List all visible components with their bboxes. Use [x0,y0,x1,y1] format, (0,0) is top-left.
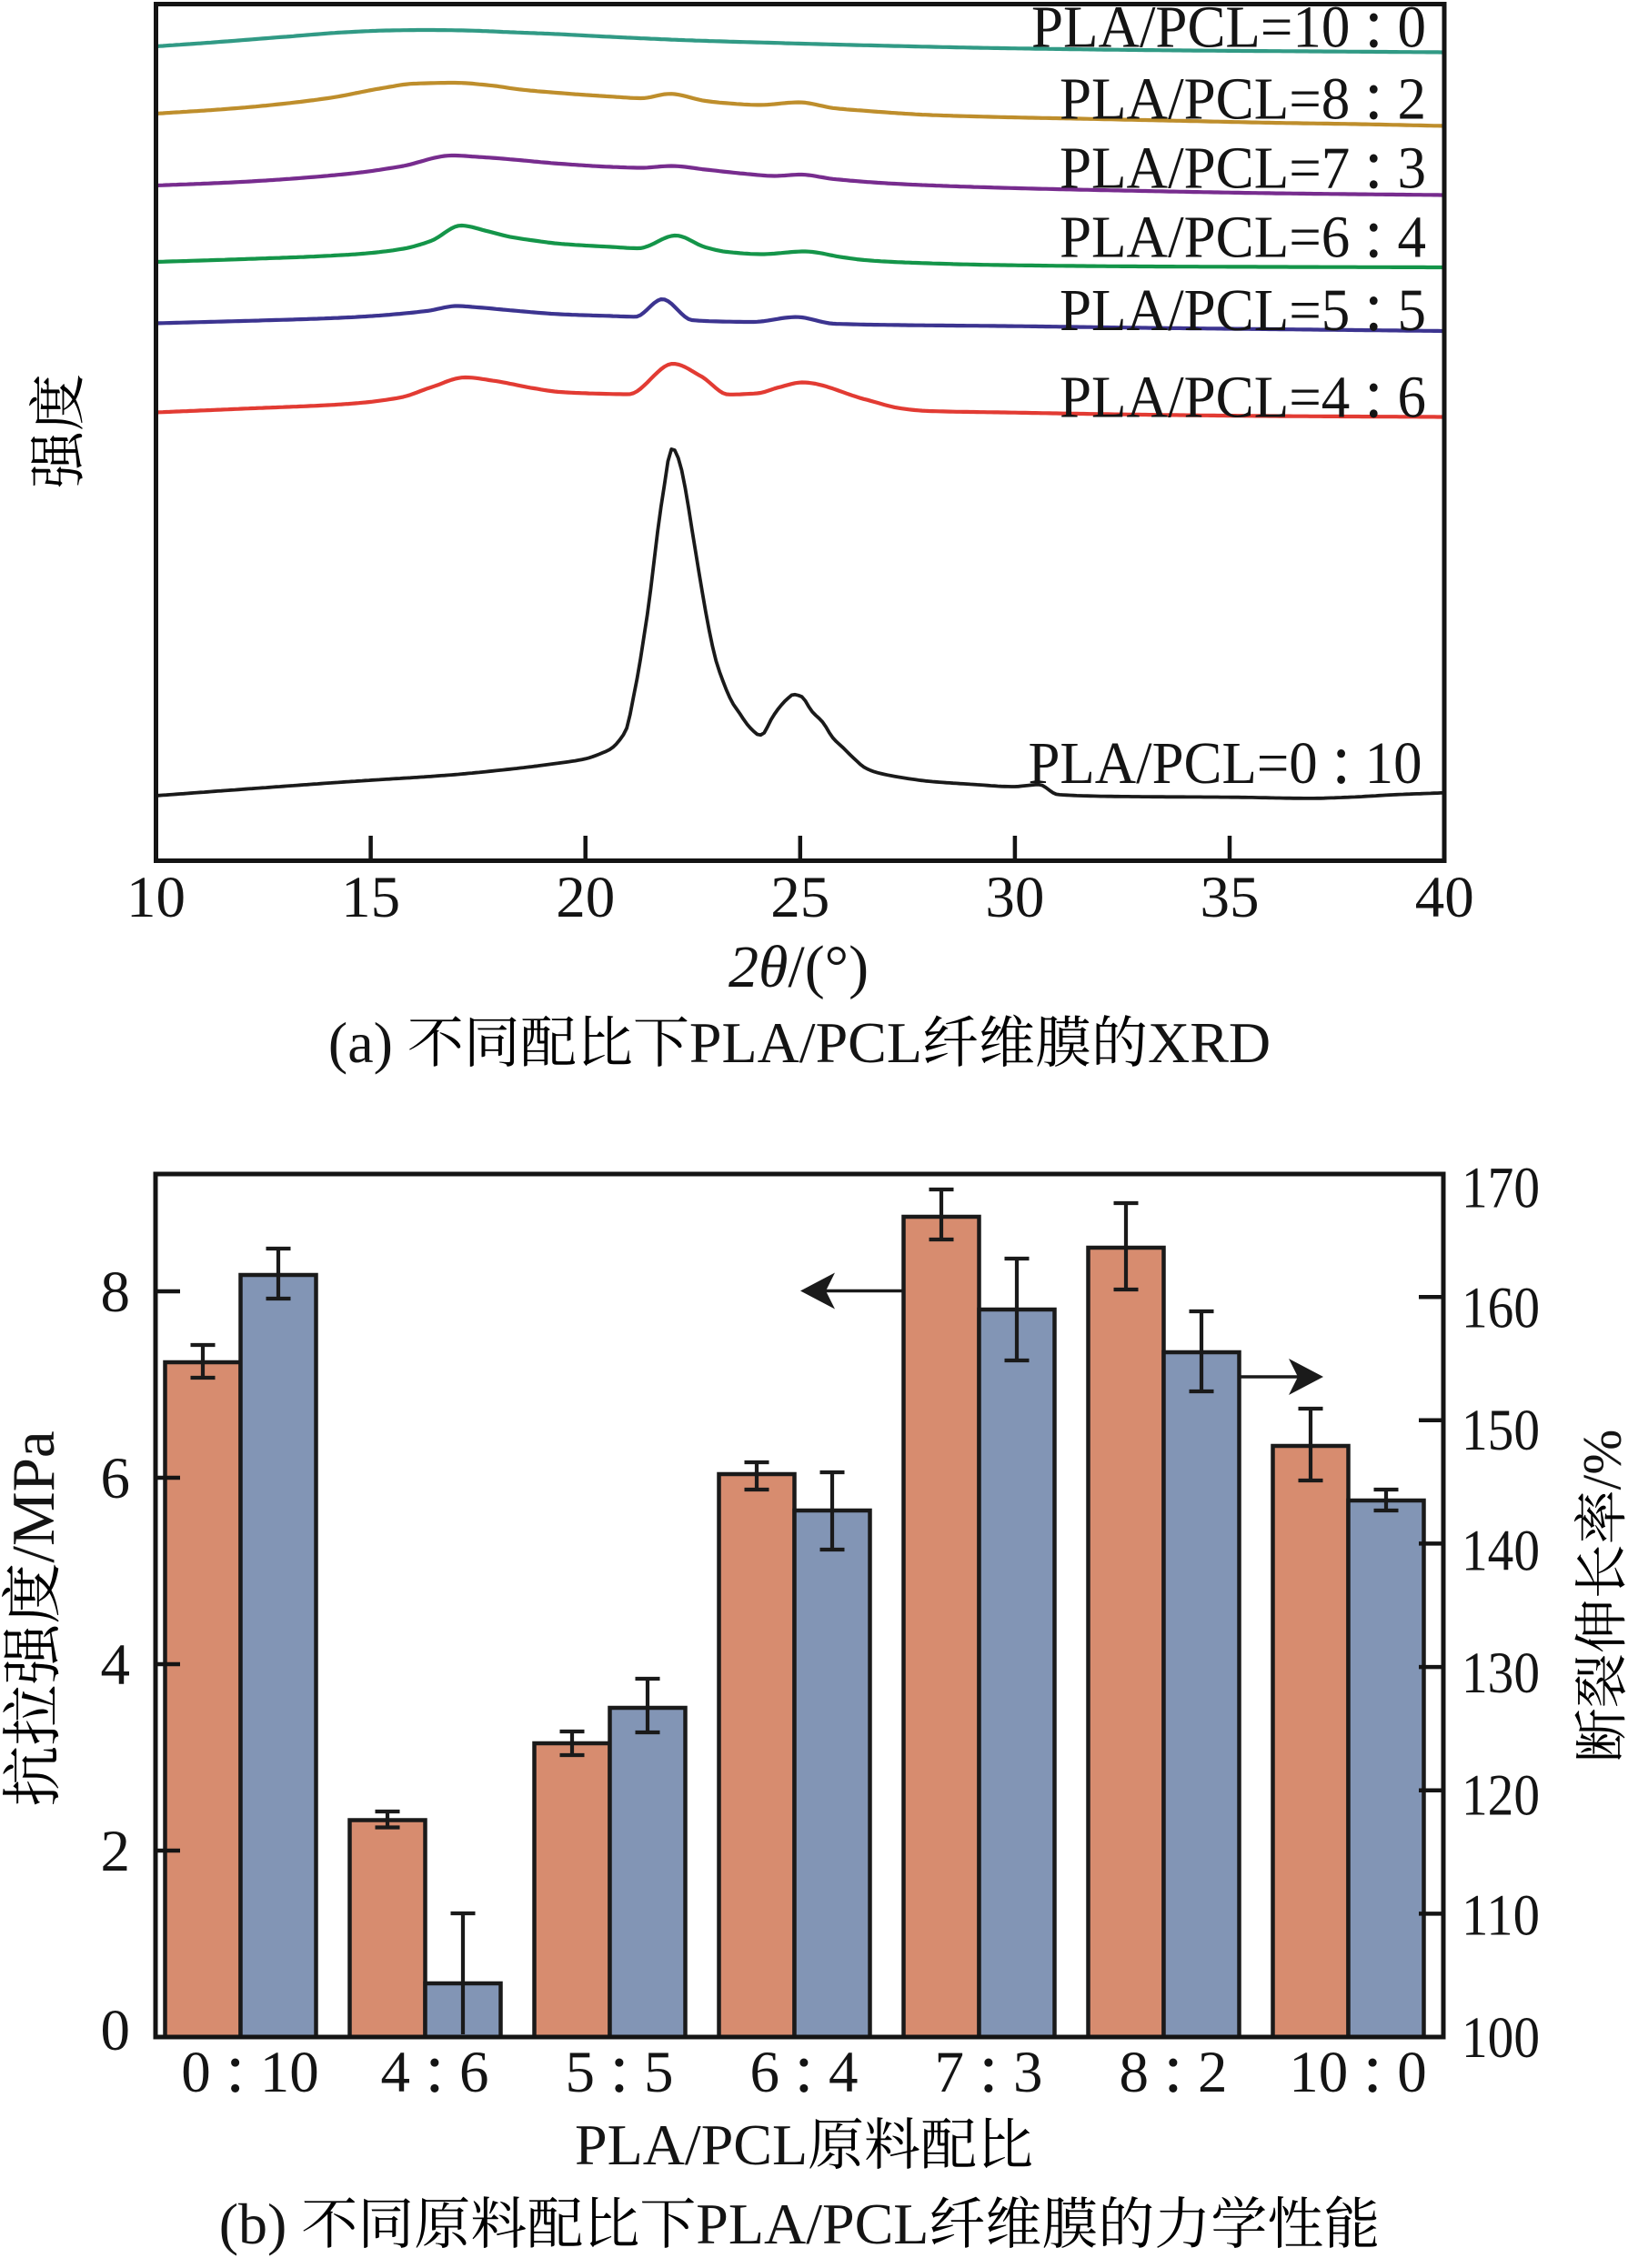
svg-text:160: 160 [1462,1276,1540,1341]
svg-text:150: 150 [1462,1398,1540,1463]
svg-text:120: 120 [1462,1762,1540,1828]
svg-text:140: 140 [1462,1518,1540,1583]
svg-text:170: 170 [1462,1155,1540,1220]
svg-text:PLA/PCL=10 : 0: PLA/PCL=10 : 0 [1031,0,1426,63]
svg-text:0 : 10: 0 : 10 [181,2029,318,2107]
svg-text:PLA/PCL: PLA/PCL [575,2112,808,2177]
svg-text:XRD: XRD [1148,1010,1271,1075]
svg-text:110: 110 [1462,1883,1540,1949]
svg-text:4 : 6: 4 : 6 [381,2029,489,2107]
svg-text:20: 20 [556,865,615,930]
svg-text:PLA/PCL=6 : 4: PLA/PCL=6 : 4 [1060,194,1426,273]
svg-text:40: 40 [1415,865,1474,930]
svg-text:(b): (b) [219,2192,287,2256]
svg-text:15: 15 [341,865,400,930]
svg-text:PLA/PCL=8 : 2: PLA/PCL=8 : 2 [1060,55,1426,135]
svg-text:2θ/(°): 2θ/(°) [729,934,869,1000]
svg-text:8 : 2: 8 : 2 [1120,2029,1228,2107]
svg-text:/MPa: /MPa [0,1430,67,1562]
svg-text:25: 25 [770,865,829,930]
svg-text:10 : 0: 10 : 0 [1289,2029,1426,2107]
svg-text:100: 100 [1462,2005,1540,2071]
svg-text:10: 10 [126,865,186,930]
svg-text:7 : 3: 7 : 3 [935,2029,1043,2107]
svg-text:0: 0 [101,1998,131,2063]
svg-text:(a): (a) [328,1010,393,1075]
svg-text:5 : 5: 5 : 5 [566,2029,674,2107]
svg-text:PLA/PCL=7 : 3: PLA/PCL=7 : 3 [1060,125,1426,204]
svg-text:6 : 4: 6 : 4 [750,2029,859,2107]
svg-text:35: 35 [1201,865,1260,930]
svg-text:8: 8 [101,1259,131,1325]
svg-text:6: 6 [101,1446,131,1511]
svg-text:30: 30 [985,865,1044,930]
svg-text:PLA/PCL: PLA/PCL [689,1010,922,1075]
svg-text:130: 130 [1462,1641,1540,1706]
svg-text:PLA/PCL: PLA/PCL [696,2192,929,2256]
svg-text:/%: /% [1573,1430,1633,1490]
svg-text:PLA/PCL=4 : 6: PLA/PCL=4 : 6 [1060,354,1426,433]
svg-text:PLA/PCL=5 : 5: PLA/PCL=5 : 5 [1060,266,1426,346]
svg-text:2: 2 [101,1819,131,1884]
svg-text:PLA/PCL=0 : 10: PLA/PCL=0 : 10 [1029,719,1422,798]
svg-text:4: 4 [101,1632,131,1698]
